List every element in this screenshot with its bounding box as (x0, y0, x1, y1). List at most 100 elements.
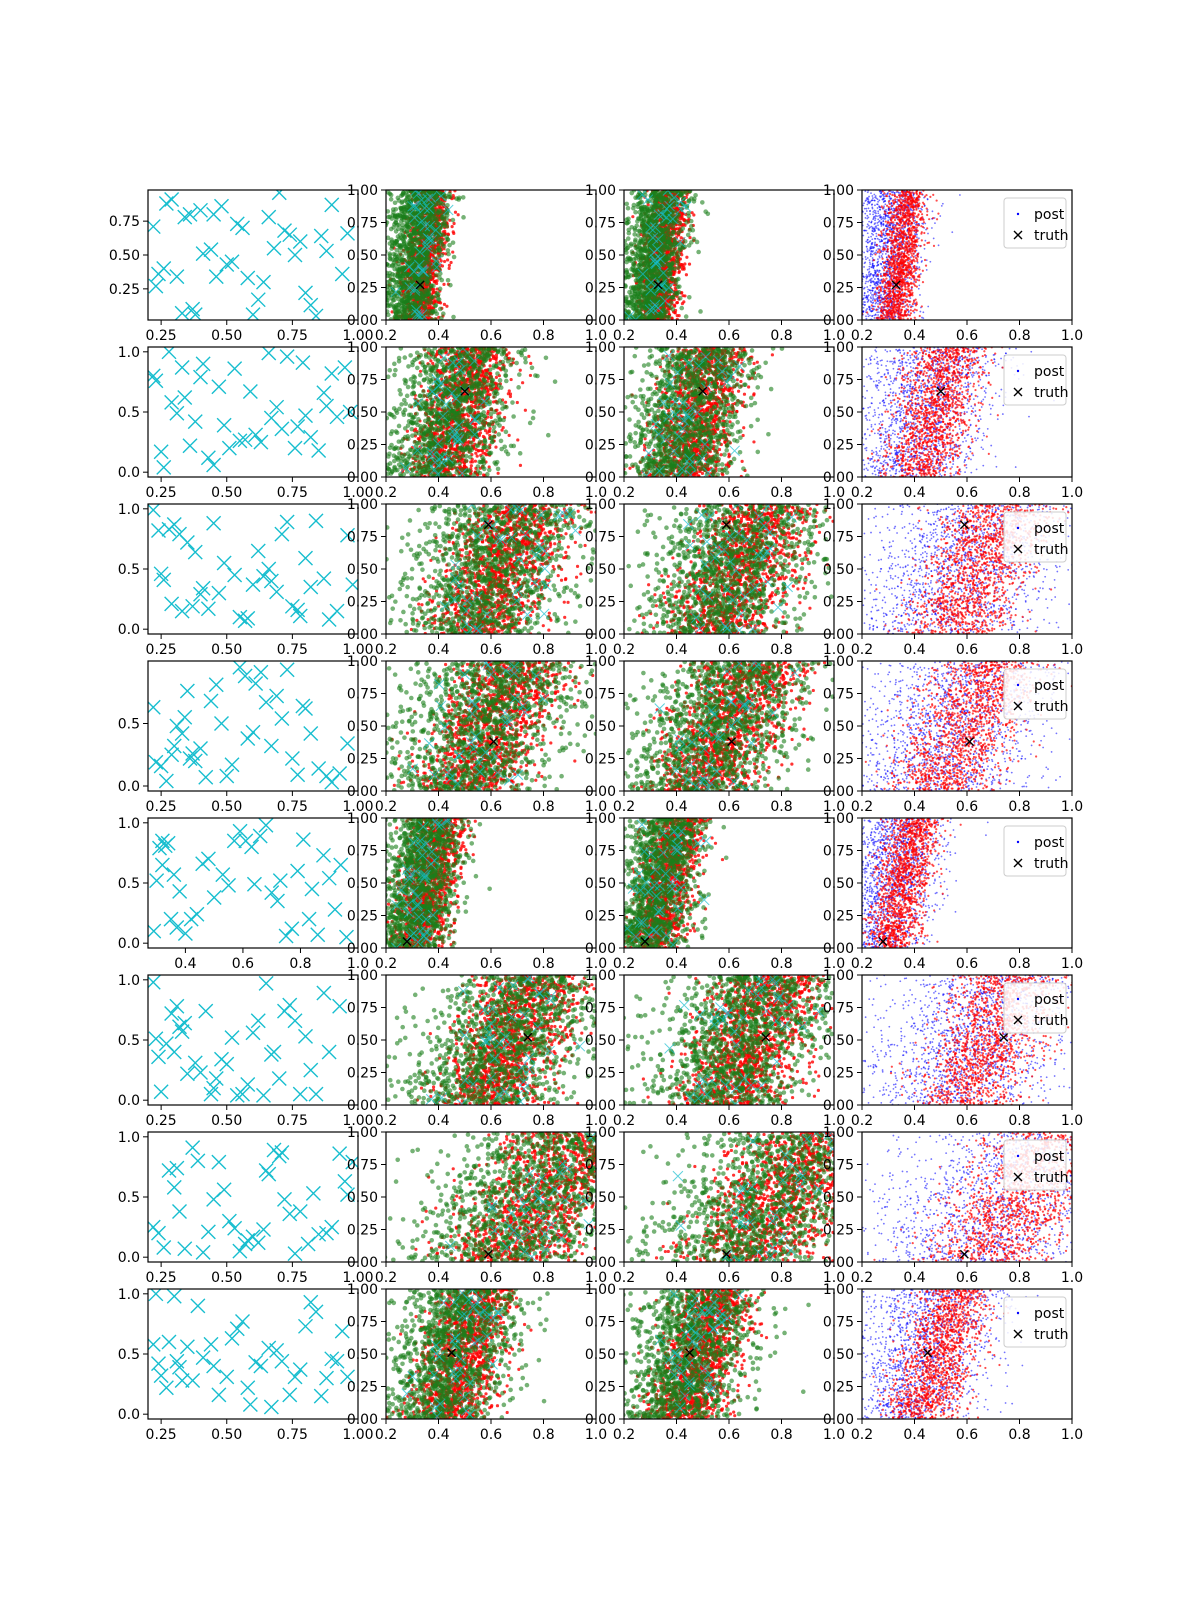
design-marker (157, 460, 171, 474)
x-tick-label: 0.6 (718, 328, 740, 344)
y-tick-label: 0.50 (347, 719, 378, 735)
design-marker (150, 874, 164, 888)
y-tick-label: 0.00 (823, 784, 854, 800)
axes-frame (148, 347, 358, 477)
x-tick-label: 0.6 (480, 485, 502, 501)
y-tick-label: 1.00 (823, 497, 854, 513)
y-tick-label: 0.75 (347, 687, 378, 703)
y-tick-label: 0.25 (823, 752, 854, 768)
design-marker (165, 1007, 179, 1021)
plot-area (146, 1141, 360, 1261)
design-marker (272, 1072, 286, 1086)
y-tick-label: 1.00 (347, 497, 378, 513)
y-tick-label: 0.50 (585, 1190, 616, 1206)
design-marker (152, 267, 166, 281)
x-tick-label: 0.8 (1008, 1113, 1030, 1129)
y-tick-label: 1.00 (823, 340, 854, 356)
design-marker (275, 712, 289, 726)
design-marker (334, 858, 348, 872)
x-tick-label: 0.4 (665, 642, 687, 658)
y-tick-label: 0.25 (347, 1223, 378, 1239)
design-marker (209, 1072, 223, 1086)
y-tick-label: 0.00 (823, 1412, 854, 1428)
x-tick-label: 0.25 (146, 642, 177, 658)
legend-truth-label: truth (1034, 385, 1068, 401)
y-tick-label: 1.00 (823, 811, 854, 827)
y-tick-label: 1.00 (347, 811, 378, 827)
y-tick-label: 0.75 (585, 373, 616, 389)
design-marker (285, 752, 299, 766)
design-marker (330, 604, 344, 618)
x-tick-label: 0.4 (665, 799, 687, 815)
x-tick-label: 0.50 (211, 1113, 242, 1129)
design-marker (217, 1183, 231, 1197)
y-tick-label: 0.25 (585, 909, 616, 925)
design-marker (241, 1381, 255, 1395)
x-tick-label: 0.75 (277, 1113, 308, 1129)
design-marker (320, 769, 334, 783)
x-tick-label: 0.4 (903, 1270, 925, 1286)
x-tick-label: 0.75 (277, 799, 308, 815)
design-marker (304, 727, 318, 741)
y-tick-label: 0.00 (823, 313, 854, 329)
legend-post-label: post (1034, 1149, 1065, 1165)
design-marker (333, 1147, 347, 1161)
design-marker (178, 210, 192, 224)
x-tick-label: 0.4 (665, 1113, 687, 1129)
design-marker (291, 603, 305, 617)
design-marker (341, 737, 355, 751)
y-tick-label: 0.00 (585, 941, 616, 957)
design-marker (175, 306, 189, 320)
y-tick-label: 1.00 (585, 968, 616, 984)
x-tick-label: 0.8 (1008, 799, 1030, 815)
design-marker (296, 833, 310, 847)
legend-post-label: post (1034, 678, 1065, 694)
y-tick-label: 0.25 (585, 1223, 616, 1239)
design-marker (149, 279, 163, 293)
y-tick-label: 0.50 (347, 248, 378, 264)
y-tick-label: 0.50 (347, 562, 378, 578)
y-tick-label: 0.50 (823, 248, 854, 264)
y-tick-label: 0.25 (347, 438, 378, 454)
design-marker (154, 1085, 168, 1099)
design-marker (293, 1087, 307, 1101)
x-tick-label: 0.2 (851, 1113, 873, 1129)
legend-post-label: post (1034, 1306, 1065, 1322)
x-tick-label: 0.25 (146, 799, 177, 815)
design-marker (194, 370, 208, 384)
x-tick-label: 0.2 (613, 799, 635, 815)
design-marker (180, 536, 194, 550)
y-tick-label: 0.75 (347, 1158, 378, 1174)
y-tick-label: 1.00 (585, 654, 616, 670)
y-tick-label: 0.0 (118, 779, 140, 795)
design-marker (220, 1057, 234, 1071)
x-tick-label: 0.6 (956, 485, 978, 501)
x-tick-label: 1.0 (1061, 642, 1083, 658)
legend-truth-label: truth (1034, 1327, 1068, 1343)
x-tick-label: 0.6 (718, 799, 740, 815)
design-marker (320, 244, 334, 258)
y-tick-label: 0.00 (347, 313, 378, 329)
y-tick-label: 0.0 (118, 1407, 140, 1423)
design-marker (159, 1381, 173, 1395)
panel-r4-c2: 0.2 0.4 0.6 0.8 1.00.000.250.500.751.00 (334, 654, 618, 815)
design-marker (246, 578, 260, 592)
design-marker (243, 385, 257, 399)
x-tick-label: 0.8 (532, 956, 554, 972)
x-tick-label: 0.50 (211, 1427, 242, 1443)
x-tick-label: 0.2 (851, 485, 873, 501)
y-tick-label: 0.25 (347, 752, 378, 768)
legend-post-marker (1017, 684, 1019, 686)
x-tick-label: 0.4 (903, 1427, 925, 1443)
design-marker (204, 694, 218, 708)
y-tick-label: 0.75 (823, 530, 854, 546)
design-marker (209, 270, 223, 284)
y-tick-label: 0.75 (347, 530, 378, 546)
panel-r1-c1: 0.25 0.50 0.75 1.000.250.500.75 (109, 186, 374, 344)
design-marker (165, 748, 179, 762)
design-marker (228, 1221, 242, 1235)
design-marker (325, 1220, 339, 1234)
y-tick-label: 1.00 (823, 968, 854, 984)
